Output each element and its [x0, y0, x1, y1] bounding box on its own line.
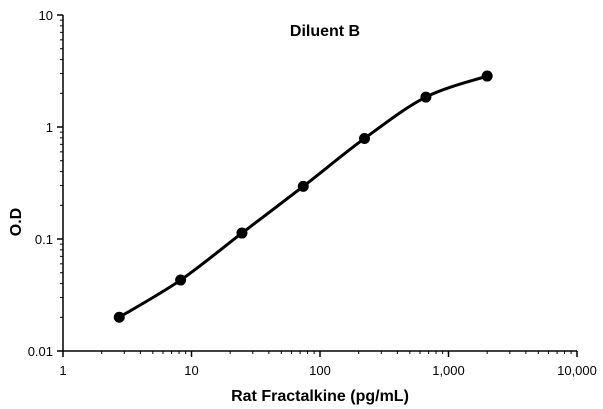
- data-point: [113, 311, 125, 323]
- data-point: [175, 274, 187, 286]
- y-axis-ticks: 0.01 0.1 1 10: [28, 8, 63, 359]
- y-tick-label: 0.01: [28, 344, 53, 359]
- data-point: [236, 227, 248, 239]
- y-tick-label: 0.1: [35, 232, 53, 247]
- axes: [62, 15, 577, 352]
- y-tick-label: 1: [46, 120, 53, 135]
- x-axis-ticks: 1 10 100 1,000 10,000: [59, 351, 597, 378]
- data-point: [481, 70, 493, 82]
- x-tick-label: 10: [184, 363, 198, 378]
- x-tick-label: 1,000: [432, 363, 465, 378]
- y-axis-title: O.D: [8, 208, 25, 236]
- data-point: [359, 132, 371, 144]
- data-point: [297, 180, 309, 192]
- series-line: [117, 74, 489, 319]
- x-axis-title: Rat Fractalkine (pg/mL): [231, 388, 409, 405]
- x-tick-label: 10,000: [557, 363, 597, 378]
- x-tick-label: 100: [309, 363, 331, 378]
- data-points: [113, 70, 493, 323]
- chart-title: Diluent B: [290, 23, 360, 40]
- data-point: [420, 91, 432, 103]
- x-tick-label: 1: [59, 363, 66, 378]
- y-tick-label: 10: [39, 8, 53, 23]
